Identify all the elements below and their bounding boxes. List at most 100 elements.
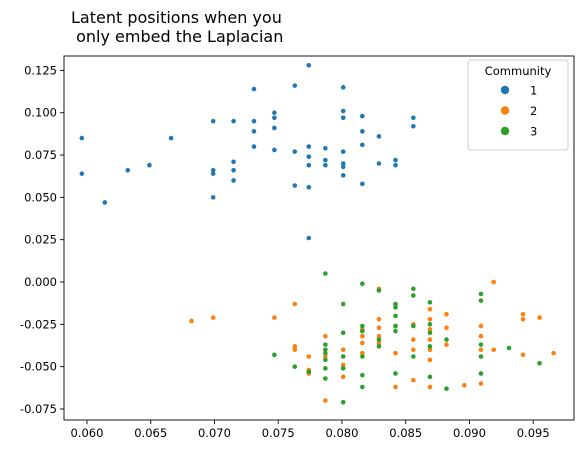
point-community-2 — [427, 316, 433, 322]
point-community-1 — [231, 159, 236, 165]
point-community-3 — [360, 281, 365, 287]
point-community-2 — [551, 350, 556, 356]
point-community-2 — [360, 333, 365, 339]
y-tick-label: 0.000 — [24, 275, 57, 289]
point-community-1 — [231, 167, 236, 173]
point-community-1 — [340, 173, 346, 178]
point-community-3 — [478, 371, 484, 376]
point-community-2 — [520, 352, 526, 358]
point-community-1 — [210, 195, 216, 200]
point-community-3 — [340, 354, 346, 359]
point-community-3 — [478, 298, 484, 303]
point-community-2 — [210, 315, 216, 320]
point-community-3 — [411, 286, 416, 292]
y-tick-label: 0.050 — [24, 190, 57, 204]
point-community-2 — [411, 337, 416, 342]
point-community-3 — [340, 399, 346, 405]
point-community-2 — [411, 347, 416, 353]
point-community-2 — [478, 323, 484, 329]
point-community-2 — [520, 316, 526, 322]
point-community-2 — [444, 325, 449, 331]
point-community-3 — [340, 330, 346, 336]
point-community-3 — [323, 342, 328, 347]
plot-frame — [63, 55, 575, 421]
point-community-2 — [427, 337, 433, 342]
point-community-3 — [292, 364, 298, 369]
point-community-2 — [360, 350, 365, 356]
point-community-3 — [360, 323, 365, 329]
x-tick-label: 0.090 — [453, 426, 486, 440]
point-community-1 — [306, 154, 312, 160]
point-community-3 — [444, 386, 449, 391]
point-community-2 — [491, 279, 496, 285]
point-community-1 — [306, 235, 312, 241]
point-community-2 — [189, 318, 194, 324]
point-community-1 — [251, 118, 257, 124]
x-tick-label: 0.065 — [134, 426, 167, 440]
point-community-1 — [393, 162, 398, 168]
point-community-1 — [125, 167, 131, 173]
y-tick-label: -0.050 — [20, 360, 57, 374]
legend-label-3: 3 — [530, 125, 537, 139]
point-community-3 — [537, 360, 542, 366]
x-tick-label: 0.085 — [389, 426, 422, 440]
point-community-1 — [323, 145, 328, 151]
point-community-1 — [168, 135, 174, 141]
point-community-1 — [306, 162, 312, 168]
point-community-1 — [210, 118, 216, 124]
point-community-1 — [306, 63, 312, 68]
point-community-1 — [251, 86, 257, 92]
point-community-3 — [393, 323, 398, 329]
point-community-1 — [376, 161, 382, 166]
point-community-3 — [444, 337, 449, 342]
x-tick-label: 0.095 — [517, 426, 550, 440]
legend-title: Community — [485, 64, 552, 78]
point-community-2 — [292, 347, 298, 353]
x-tick-label: 0.070 — [198, 426, 231, 440]
point-community-1 — [272, 110, 277, 116]
point-community-3 — [376, 337, 382, 342]
point-community-2 — [427, 384, 433, 390]
point-community-2 — [272, 315, 277, 320]
point-community-3 — [411, 354, 416, 359]
point-community-3 — [411, 323, 416, 329]
point-community-1 — [323, 162, 328, 168]
point-community-3 — [323, 350, 328, 356]
point-community-2 — [427, 357, 433, 363]
point-community-3 — [376, 288, 382, 293]
point-community-2 — [376, 340, 382, 346]
point-community-1 — [306, 184, 312, 190]
point-community-3 — [427, 374, 433, 380]
point-community-3 — [427, 344, 433, 349]
point-community-3 — [323, 366, 328, 371]
point-community-2 — [427, 347, 433, 353]
y-tick-label: 0.075 — [24, 148, 57, 162]
point-community-3 — [393, 328, 398, 334]
point-community-1 — [251, 144, 257, 149]
point-community-3 — [376, 344, 382, 349]
point-community-3 — [360, 384, 365, 390]
point-community-3 — [272, 352, 277, 358]
point-community-3 — [360, 354, 365, 359]
point-community-2 — [491, 347, 496, 353]
legend-label-2: 2 — [530, 104, 537, 118]
point-community-1 — [210, 167, 216, 173]
point-community-2 — [411, 377, 416, 383]
point-community-2 — [323, 354, 328, 359]
point-community-2 — [376, 333, 382, 339]
point-community-3 — [360, 372, 365, 378]
point-community-3 — [478, 291, 484, 297]
point-community-2 — [360, 340, 365, 346]
point-community-2 — [478, 347, 484, 353]
legend-marker-1 — [500, 85, 510, 95]
point-community-3 — [393, 301, 398, 307]
x-tick-label: 0.060 — [70, 426, 103, 440]
point-community-1 — [272, 125, 277, 131]
point-community-1 — [272, 147, 277, 153]
point-community-3 — [478, 342, 484, 347]
point-community-1 — [292, 83, 298, 88]
point-community-3 — [411, 293, 416, 298]
data-points — [79, 63, 556, 405]
point-community-1 — [360, 181, 365, 187]
point-community-1 — [360, 142, 365, 148]
